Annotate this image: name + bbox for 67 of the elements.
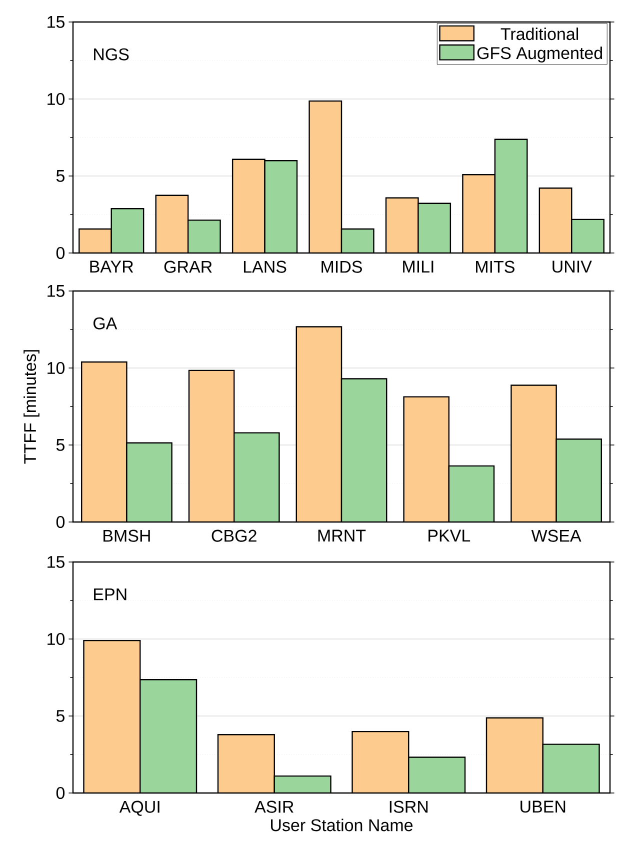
x-tick-label: PKVL <box>428 530 470 542</box>
x-tick-label: BMSH <box>104 530 150 542</box>
bar <box>126 442 172 522</box>
bar <box>404 396 449 522</box>
bar <box>386 198 418 253</box>
y-tick-label: 0 <box>56 516 65 528</box>
annotation: NGS <box>94 48 129 60</box>
y-tick-label: 0 <box>56 246 65 260</box>
bar <box>79 228 112 253</box>
x-tick-label: BAYR <box>90 260 134 272</box>
x-tick-label: MILI <box>403 260 434 272</box>
y-tick-label: 0 <box>56 786 65 800</box>
bar <box>264 160 298 253</box>
bar <box>418 203 450 253</box>
bar <box>408 757 466 793</box>
x-tick-label: CBG2 <box>212 530 256 542</box>
bar <box>309 100 342 253</box>
x-tick-label: UNIV <box>552 260 592 273</box>
x-tick-label: LANS <box>244 260 286 273</box>
y-axis-title: TTFF [minutes] <box>24 350 40 464</box>
bar <box>156 195 188 253</box>
bar <box>352 732 409 793</box>
legend-label: Traditional <box>500 28 578 40</box>
bar <box>234 432 280 522</box>
bar <box>494 139 528 253</box>
bar <box>341 378 387 522</box>
y-tick-label: 5 <box>56 439 64 451</box>
bar <box>538 188 572 253</box>
y-tick-label: 10 <box>48 92 65 106</box>
bar <box>84 640 140 793</box>
y-tick-label: 15 <box>48 285 64 297</box>
x-tick-label: ISRN <box>390 800 428 813</box>
bar <box>296 326 342 522</box>
x-tick-label: ASIR <box>254 800 294 813</box>
bar <box>556 438 602 522</box>
bar <box>486 717 544 793</box>
bar <box>140 680 197 793</box>
y-tick-label: 5 <box>56 710 64 722</box>
bar <box>188 370 234 522</box>
x-tick-label: MRNT <box>318 530 366 542</box>
bar <box>274 776 331 793</box>
bar <box>82 362 127 522</box>
bar <box>571 218 604 253</box>
x-tick-label: UBEN <box>520 800 566 813</box>
y-tick-label: 10 <box>48 362 65 374</box>
x-tick-label: MITS <box>476 260 514 273</box>
annotation: EPN <box>94 588 126 600</box>
bar <box>462 174 495 253</box>
legend-label: GFS Augmented <box>477 46 602 62</box>
bar <box>448 466 494 522</box>
y-tick-label: 15 <box>48 556 64 568</box>
bar <box>111 208 144 253</box>
y-tick-label: 5 <box>56 170 64 182</box>
bar <box>188 220 220 253</box>
x-axis-title: User Station Name <box>271 818 413 832</box>
bar <box>542 744 600 793</box>
bar <box>342 228 374 253</box>
bar <box>218 734 274 793</box>
x-tick-label: WSEA <box>531 530 582 542</box>
y-tick-label: 10 <box>48 632 65 646</box>
annotation: GA <box>94 317 118 330</box>
x-tick-label: GRAR <box>164 260 212 273</box>
bar <box>232 159 265 253</box>
bar <box>510 384 557 522</box>
y-tick-label: 15 <box>48 16 64 28</box>
x-tick-label: MIDS <box>322 260 362 273</box>
x-tick-label: AQUI <box>119 800 160 816</box>
